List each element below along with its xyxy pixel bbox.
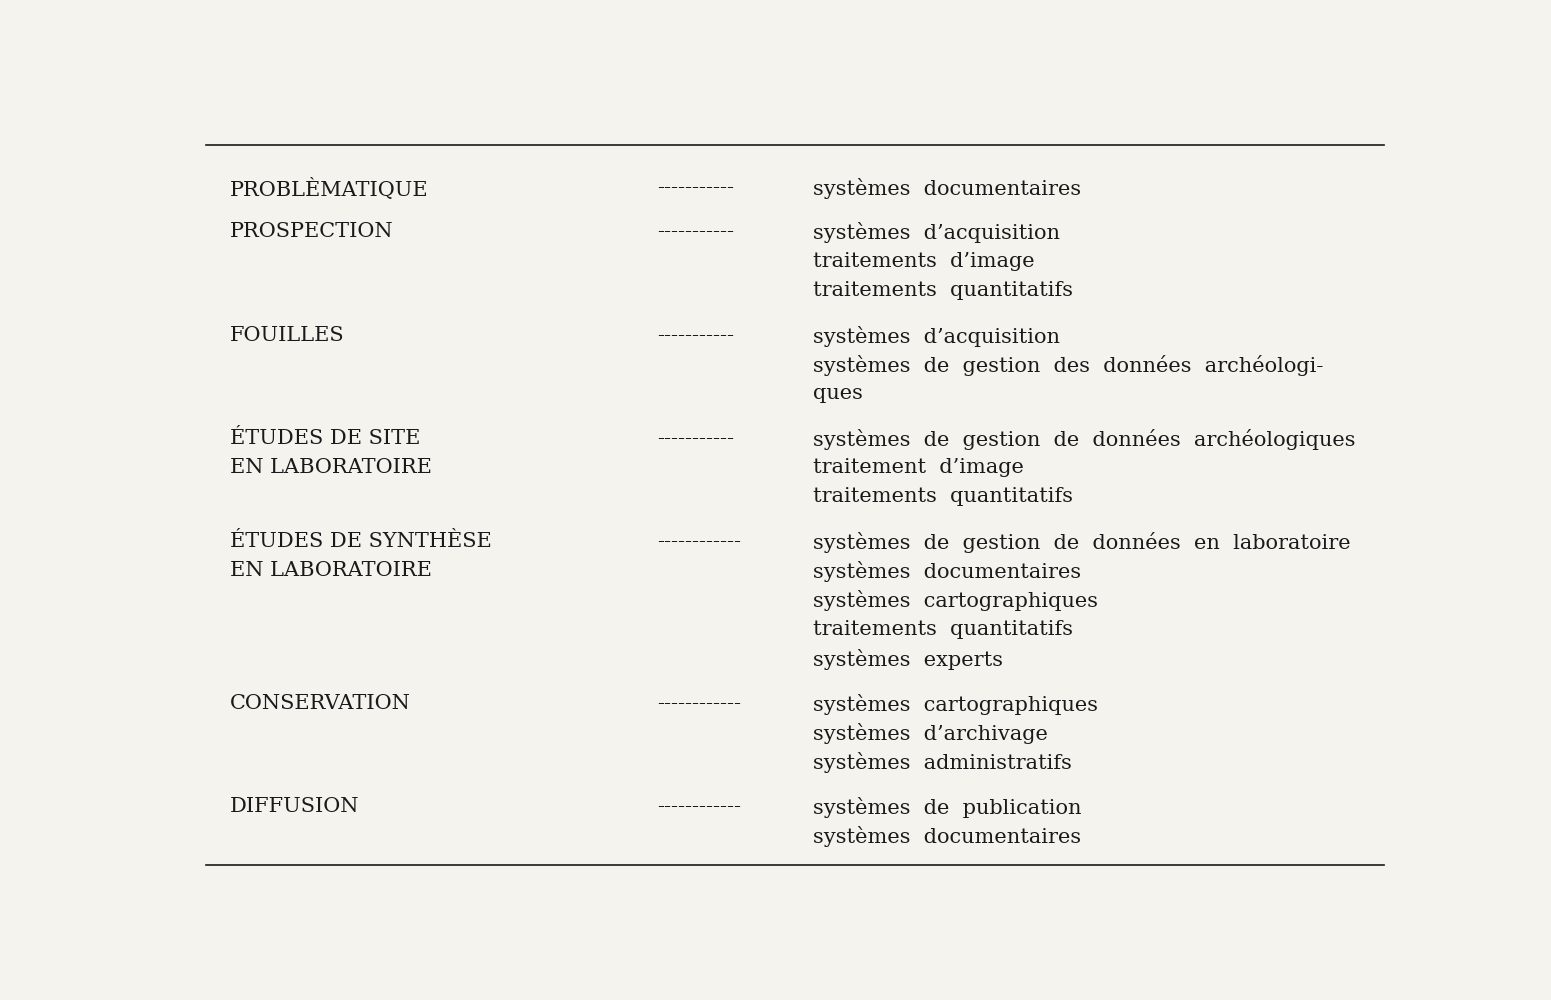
Text: systèmes  de  publication: systèmes de publication <box>813 797 1081 818</box>
Text: systèmes  de  gestion  de  données  archéologiques: systèmes de gestion de données archéolog… <box>813 429 1356 450</box>
Text: PROSPECTION: PROSPECTION <box>230 222 394 241</box>
Text: traitements  quantitatifs: traitements quantitatifs <box>813 281 1073 300</box>
Text: systèmes  de  gestion  des  données  archéologi-: systèmes de gestion des données archéolo… <box>813 355 1323 376</box>
Text: ÉTUDES DE SITE: ÉTUDES DE SITE <box>230 429 420 448</box>
Text: EN LABORATOIRE: EN LABORATOIRE <box>230 561 431 580</box>
Text: PROBLÈMATIQUE: PROBLÈMATIQUE <box>230 178 428 200</box>
Text: -----------: ----------- <box>656 326 734 345</box>
Text: traitement  d’image: traitement d’image <box>813 458 1024 477</box>
Text: ------------: ------------ <box>656 532 741 551</box>
Text: systèmes  documentaires: systèmes documentaires <box>813 178 1081 199</box>
Text: systèmes  cartographiques: systèmes cartographiques <box>813 590 1098 611</box>
Text: systèmes  d’archivage: systèmes d’archivage <box>813 723 1048 744</box>
Text: ------------: ------------ <box>656 797 741 816</box>
Text: systèmes  experts: systèmes experts <box>813 649 1003 670</box>
Text: systèmes  d’acquisition: systèmes d’acquisition <box>813 326 1059 347</box>
Text: -----------: ----------- <box>656 222 734 241</box>
Text: systèmes  documentaires: systèmes documentaires <box>813 826 1081 847</box>
Text: CONSERVATION: CONSERVATION <box>230 694 411 713</box>
Text: ques: ques <box>813 384 862 403</box>
Text: -----------: ----------- <box>656 429 734 448</box>
Text: traitements  d’image: traitements d’image <box>813 252 1035 271</box>
Text: systèmes  d’acquisition: systèmes d’acquisition <box>813 222 1059 243</box>
Text: traitements  quantitatifs: traitements quantitatifs <box>813 487 1073 506</box>
Text: EN LABORATOIRE: EN LABORATOIRE <box>230 458 431 477</box>
Text: traitements  quantitatifs: traitements quantitatifs <box>813 620 1073 639</box>
Text: systèmes  cartographiques: systèmes cartographiques <box>813 694 1098 715</box>
Text: systèmes  documentaires: systèmes documentaires <box>813 561 1081 582</box>
Text: -----------: ----------- <box>656 178 734 197</box>
Text: ------------: ------------ <box>656 694 741 713</box>
Text: FOUILLES: FOUILLES <box>230 326 344 345</box>
Text: systèmes  administratifs: systèmes administratifs <box>813 752 1072 773</box>
Text: ÉTUDES DE SYNTHÈSE: ÉTUDES DE SYNTHÈSE <box>230 532 492 551</box>
Text: DIFFUSION: DIFFUSION <box>230 797 360 816</box>
Text: systèmes  de  gestion  de  données  en  laboratoire: systèmes de gestion de données en labora… <box>813 532 1351 553</box>
